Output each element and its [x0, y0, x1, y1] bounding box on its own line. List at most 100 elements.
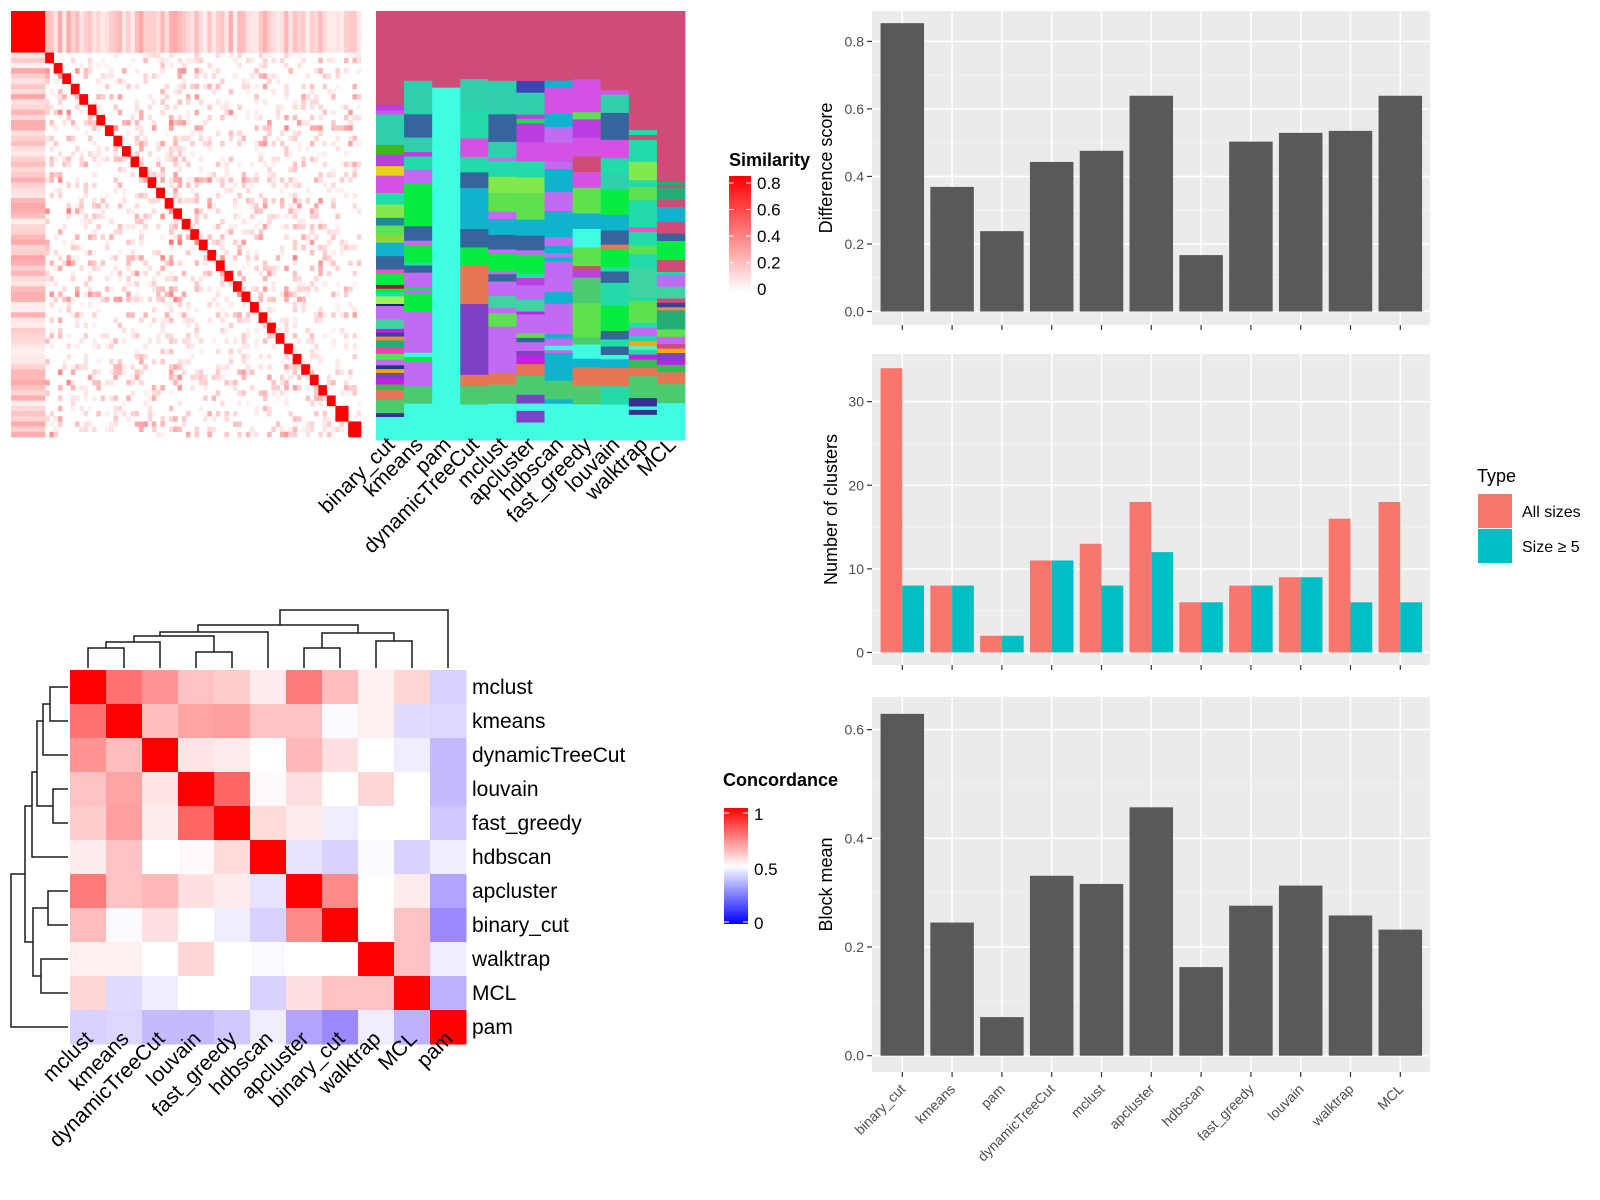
similarity-cell [207, 172, 212, 178]
bar-all-sizes [1029, 560, 1052, 653]
similarity-cell [109, 270, 114, 277]
similarity-cell [15, 182, 20, 188]
bar [1229, 141, 1273, 312]
similarity-cell [104, 156, 110, 162]
similarity-cell [11, 104, 16, 111]
similarity-cell [53, 249, 59, 256]
similarity-cell [87, 249, 93, 256]
similarity-cell [194, 73, 200, 79]
similarity-cell [143, 421, 148, 427]
similarity-cell [130, 114, 136, 121]
similarity-cell [215, 224, 221, 230]
similarity-cell [28, 104, 33, 111]
assignment-block [572, 344, 602, 360]
similarity-cell [177, 213, 183, 220]
assignment-block [516, 350, 545, 356]
similarity-cell [83, 31, 89, 38]
similarity-cell [23, 353, 29, 360]
similarity-cell [143, 218, 148, 225]
similarity-cell [28, 156, 33, 162]
similarity-cell [134, 255, 140, 261]
similarity-cell [301, 120, 306, 126]
similarity-cell [79, 26, 84, 33]
similarity-cell [92, 312, 97, 318]
similarity-cell [19, 21, 25, 27]
similarity-cell [23, 135, 29, 142]
bar-size---- [1001, 635, 1024, 653]
similarity-cell [15, 57, 20, 64]
similarity-cell [147, 16, 153, 22]
similarity-cell [194, 198, 200, 204]
similarity-cell [113, 265, 119, 272]
similarity-legend-title: Similarity [729, 150, 810, 170]
similarity-cell [36, 224, 42, 230]
similarity-cell [348, 16, 353, 22]
similarity-cell [220, 255, 225, 261]
similarity-cell [198, 234, 204, 240]
similarity-cell [326, 421, 332, 427]
similarity-cell [15, 130, 20, 136]
similarity-cell [211, 21, 217, 27]
similarity-cell [343, 379, 349, 386]
similarity-cell [100, 208, 106, 214]
assignment-block [488, 80, 517, 115]
similarity-cell [296, 146, 302, 152]
similarity-cell [92, 249, 97, 256]
concordance-cell [70, 976, 107, 1011]
similarity-cell [147, 338, 153, 344]
similarity-cell [143, 177, 148, 183]
similarity-cell [96, 31, 101, 38]
assignment-block [544, 261, 574, 293]
similarity-cell [28, 62, 33, 69]
similarity-cell [23, 317, 29, 324]
concordance-cell [142, 738, 179, 773]
similarity-cell [15, 198, 20, 204]
similarity-cell [190, 11, 195, 17]
concordance-cell [286, 840, 323, 875]
similarity-cell [15, 120, 20, 126]
similarity-cell [19, 385, 25, 391]
concordance-cell [106, 704, 143, 739]
similarity-cell [262, 322, 268, 329]
similarity-cell [32, 239, 37, 246]
similarity-cell [117, 31, 123, 38]
similarity-cell [70, 312, 76, 318]
similarity-cell [215, 83, 221, 90]
similarity-cell [305, 94, 311, 100]
similarity-cell [301, 99, 306, 105]
similarity-cell [326, 11, 332, 17]
similarity-cell [151, 275, 157, 282]
similarity-cell [232, 281, 238, 287]
similarity-cell [348, 369, 353, 375]
similarity-cell [100, 333, 106, 339]
similarity-cell [309, 369, 315, 375]
similarity-cell [28, 265, 33, 272]
similarity-cell [15, 114, 20, 121]
similarity-cell [177, 120, 183, 126]
similarity-cell [66, 260, 72, 266]
similarity-cell [121, 166, 127, 173]
similarity-cell [258, 62, 264, 69]
similarity-cell [228, 187, 234, 194]
similarity-cell [186, 109, 191, 116]
similarity-cell [87, 104, 93, 111]
similarity-cell [113, 177, 119, 183]
similarity-cell [207, 198, 212, 204]
similarity-cell [121, 192, 127, 199]
similarity-cell [40, 244, 46, 251]
similarity-cell [100, 73, 106, 79]
similarity-cell [296, 281, 302, 287]
similarity-cell [339, 312, 345, 318]
concordance-row-label: dynamicTreeCut [472, 744, 625, 767]
similarity-cell [28, 146, 33, 152]
similarity-cell [318, 198, 323, 204]
similarity-cell [15, 260, 20, 266]
similarity-cell [314, 244, 319, 251]
similarity-cell [203, 416, 208, 422]
similarity-cell [79, 47, 84, 53]
similarity-cell [292, 224, 298, 230]
similarity-cell [57, 385, 63, 391]
similarity-cell [143, 172, 148, 178]
similarity-cell [352, 431, 358, 438]
similarity-cell [284, 322, 289, 329]
